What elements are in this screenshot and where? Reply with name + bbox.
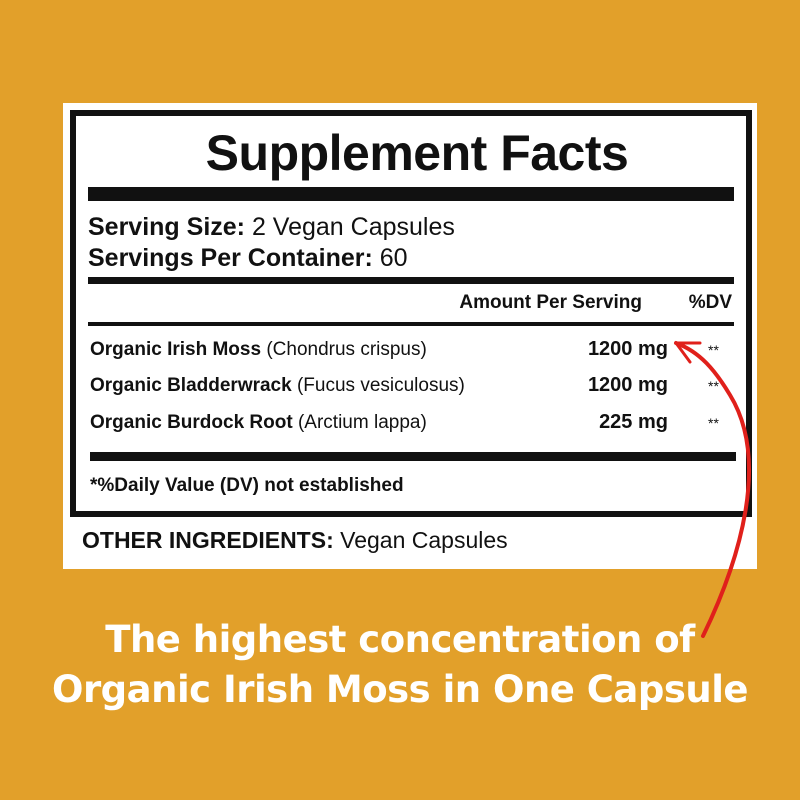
- servings-per-container-label: Servings Per Container:: [88, 244, 373, 272]
- other-ingredients: OTHER INGREDIENTS: Vegan Capsules: [82, 527, 508, 554]
- serving-size-label: Serving Size:: [88, 213, 245, 241]
- ingredient-amount: 225 mg: [599, 411, 668, 433]
- divider-thick: [88, 187, 734, 201]
- label-title: Supplement Facts: [205, 125, 629, 181]
- ingredient-latin: (Arctium lappa): [297, 412, 427, 433]
- label-panel: [63, 103, 757, 569]
- ingredient-name: Organic Burdock Root: [90, 412, 293, 433]
- other-ingredients-label: OTHER INGREDIENTS:: [82, 527, 334, 553]
- ingredient-name: Organic Bladderwrack: [90, 375, 292, 396]
- ingredient-amount: 1200 mg: [587, 374, 668, 396]
- serving-size-value: 2 Vegan Capsules: [251, 213, 455, 241]
- ingredient-dv: **: [708, 378, 719, 394]
- divider-thin: [88, 322, 734, 326]
- ingredient-name: Organic Irish Moss: [90, 339, 262, 360]
- divider-thick: [90, 452, 736, 461]
- ingredient-dv: **: [708, 342, 719, 358]
- daily-value-footnote: *%Daily Value (DV) not established: [90, 475, 404, 496]
- ingredient-latin: (Chondrus crispus): [266, 339, 427, 360]
- serving-size: Serving Size: 2 Vegan Capsules: [88, 213, 455, 242]
- tagline-line1: The highest concentration of: [105, 618, 695, 661]
- divider: [88, 277, 734, 284]
- ingredient-latin: (Fucus vesiculosus): [296, 375, 465, 396]
- tagline-line2: Organic Irish Moss in One Capsule: [51, 668, 749, 711]
- ingredient-amount: 1200 mg: [587, 338, 668, 360]
- dv-header: %DV: [688, 292, 732, 313]
- other-ingredients-value: Vegan Capsules: [340, 527, 508, 553]
- ingredient-dv: **: [708, 415, 719, 431]
- supplement-facts-box: Supplement Facts Serving Size: 2 Vegan C…: [70, 110, 752, 517]
- amount-header: Amount Per Serving: [459, 292, 642, 313]
- servings-per-container: Servings Per Container: 60: [88, 244, 408, 273]
- servings-per-container-value: 60: [379, 244, 408, 272]
